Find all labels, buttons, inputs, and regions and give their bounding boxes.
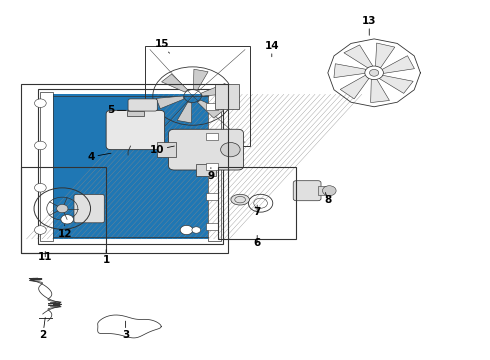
Bar: [218, 167, 296, 239]
Circle shape: [34, 141, 46, 150]
Polygon shape: [197, 100, 223, 118]
Polygon shape: [344, 45, 373, 68]
Polygon shape: [382, 56, 415, 73]
Polygon shape: [162, 74, 188, 92]
Bar: [206, 133, 218, 140]
Polygon shape: [201, 84, 229, 96]
Circle shape: [369, 69, 379, 76]
Circle shape: [34, 99, 46, 108]
Text: 1: 1: [102, 249, 110, 265]
Text: 4: 4: [88, 152, 111, 162]
Circle shape: [365, 66, 383, 80]
Polygon shape: [340, 75, 369, 99]
Bar: [157, 143, 176, 157]
Bar: [206, 193, 218, 200]
FancyBboxPatch shape: [293, 181, 321, 201]
FancyBboxPatch shape: [128, 99, 157, 111]
Circle shape: [34, 226, 46, 234]
Polygon shape: [177, 102, 192, 123]
Text: 8: 8: [324, 193, 331, 204]
Bar: [52, 94, 208, 239]
Ellipse shape: [231, 194, 249, 205]
Text: 5: 5: [107, 105, 125, 115]
FancyBboxPatch shape: [74, 194, 104, 223]
Bar: [38, 89, 223, 244]
Text: 6: 6: [253, 235, 261, 248]
Bar: [208, 93, 220, 241]
Bar: [206, 163, 218, 170]
Circle shape: [180, 225, 193, 235]
Circle shape: [322, 186, 336, 196]
Bar: [215, 84, 239, 109]
Bar: [206, 223, 218, 230]
Bar: [145, 46, 250, 146]
Polygon shape: [370, 79, 390, 103]
Text: 9: 9: [207, 167, 215, 181]
Bar: [126, 111, 144, 116]
Bar: [318, 186, 330, 195]
Circle shape: [220, 143, 240, 157]
Text: 12: 12: [57, 225, 72, 239]
Text: 13: 13: [362, 16, 376, 35]
Polygon shape: [375, 43, 395, 68]
Circle shape: [192, 227, 201, 233]
Text: 10: 10: [150, 145, 174, 155]
Text: 14: 14: [265, 41, 279, 57]
Bar: [196, 164, 216, 176]
Bar: [206, 103, 218, 111]
Text: 3: 3: [122, 321, 129, 341]
Polygon shape: [156, 96, 184, 109]
Text: 7: 7: [253, 205, 261, 217]
Text: 2: 2: [39, 318, 47, 341]
FancyBboxPatch shape: [169, 129, 244, 170]
Bar: [21, 167, 106, 253]
Circle shape: [61, 215, 74, 224]
Circle shape: [34, 184, 46, 192]
Circle shape: [57, 204, 68, 213]
Bar: [40, 93, 52, 241]
Text: 11: 11: [38, 251, 52, 262]
Polygon shape: [194, 69, 208, 90]
Polygon shape: [334, 64, 366, 78]
Bar: [21, 84, 228, 253]
Text: 15: 15: [155, 39, 170, 53]
Polygon shape: [379, 75, 413, 93]
FancyBboxPatch shape: [106, 111, 165, 150]
